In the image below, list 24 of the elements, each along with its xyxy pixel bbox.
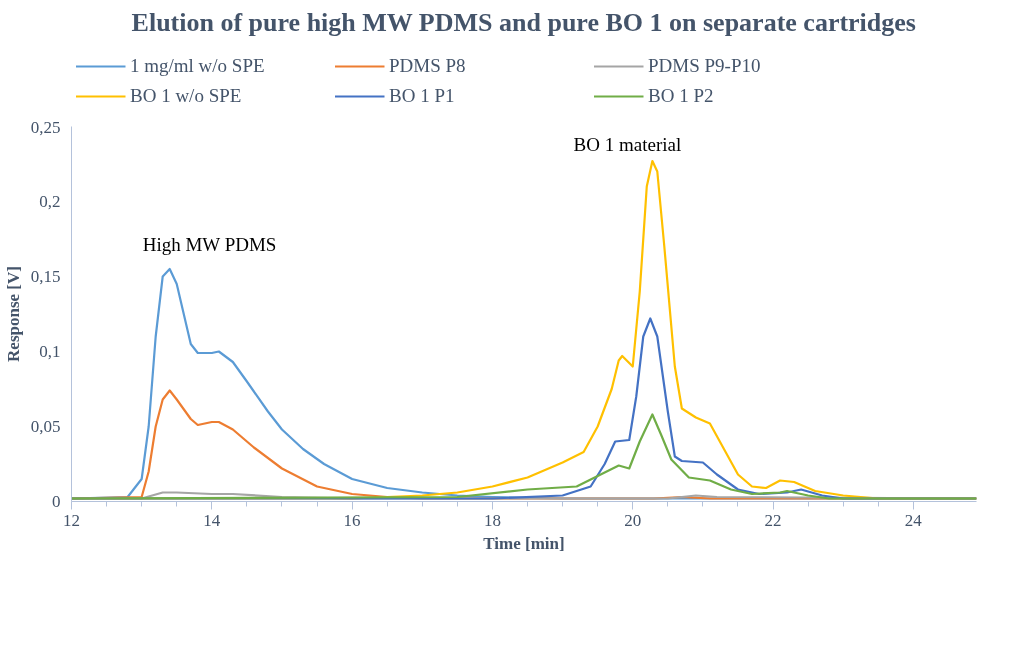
legend-label: PDMS P9-P10: [648, 54, 762, 78]
chart-title: Elution of pure high MW PDMS and pure BO 1 on separate cartridges: [131, 7, 916, 37]
x-tick-label: 24: [904, 510, 923, 530]
y-tick-label: 0,05: [30, 417, 61, 436]
x-tick-label: 14: [203, 510, 221, 530]
legend-label: 1 mg/ml w/o SPE: [130, 54, 266, 78]
x-tick-label: 12: [63, 510, 80, 530]
annotation: High MW PDMS: [142, 234, 277, 255]
y-tick-label: 0,2: [39, 192, 61, 211]
x-tick-label: 20: [624, 510, 642, 530]
x-axis-title: Time [min]: [483, 533, 565, 553]
y-tick-label: 0,15: [30, 267, 61, 286]
y-tick-label: 0,1: [39, 342, 61, 361]
legend-label: BO 1 P1: [389, 84, 456, 108]
x-tick-label: 16: [343, 510, 361, 530]
x-tick-label: 18: [483, 510, 501, 530]
legend-label: BO 1 w/o SPE: [130, 84, 243, 108]
y-axis-title: Response [V]: [3, 266, 23, 362]
legend-label: BO 1 P2: [648, 84, 715, 108]
x-tick-label: 22: [764, 510, 782, 530]
y-tick-label: 0: [52, 492, 61, 511]
y-tick-label: 0,25: [30, 117, 61, 137]
legend-label: PDMS P8: [389, 54, 467, 78]
annotation: BO 1 material: [573, 134, 682, 155]
